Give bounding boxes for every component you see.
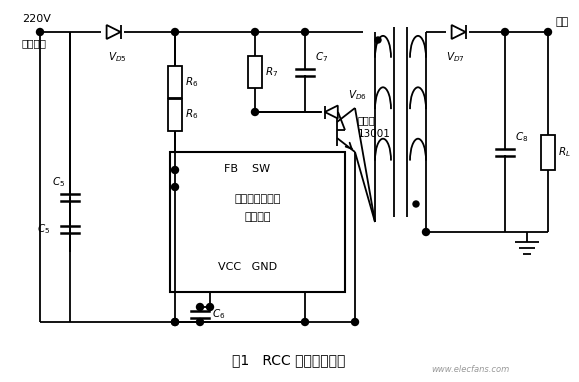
Bar	[541, 134, 555, 170]
Text: 集成电路: 集成电路	[244, 212, 271, 222]
Text: 交流输入: 交流输入	[22, 38, 47, 48]
Circle shape	[302, 29, 309, 36]
Text: $C_5$: $C_5$	[37, 223, 50, 236]
Circle shape	[171, 319, 178, 325]
Text: VCC   GND: VCC GND	[218, 262, 277, 272]
Circle shape	[196, 304, 203, 311]
Circle shape	[171, 29, 178, 36]
Text: $C_8$: $C_8$	[515, 130, 529, 144]
Text: 反激式开关电源: 反激式开关电源	[234, 194, 281, 204]
Circle shape	[351, 319, 358, 325]
Text: $V_{D5}$: $V_{D5}$	[108, 50, 126, 64]
Text: $C_5$: $C_5$	[52, 175, 65, 189]
Text: 220V: 220V	[22, 14, 51, 24]
Text: $R_L$: $R_L$	[558, 145, 571, 159]
Circle shape	[423, 228, 430, 235]
Circle shape	[36, 29, 43, 36]
Bar	[168, 66, 182, 98]
Circle shape	[196, 319, 203, 325]
Circle shape	[375, 37, 381, 43]
Circle shape	[544, 29, 552, 36]
Text: 13001: 13001	[358, 129, 391, 139]
Text: $V_{D6}$: $V_{D6}$	[348, 88, 367, 102]
Bar	[170, 152, 345, 292]
Polygon shape	[325, 105, 338, 118]
Circle shape	[251, 108, 258, 115]
Polygon shape	[107, 25, 120, 39]
Text: $R_6$: $R_6$	[185, 108, 199, 121]
Circle shape	[207, 304, 214, 311]
Text: $V_{D7}$: $V_{D7}$	[446, 50, 464, 64]
Text: FB    SW: FB SW	[225, 164, 270, 174]
Text: www.elecfans.com: www.elecfans.com	[431, 366, 509, 374]
Text: $R_6$: $R_6$	[185, 75, 199, 89]
Circle shape	[413, 201, 419, 207]
Text: $C_7$: $C_7$	[315, 50, 328, 64]
Circle shape	[171, 319, 178, 325]
Circle shape	[251, 29, 258, 36]
Circle shape	[171, 167, 178, 173]
Polygon shape	[452, 25, 466, 39]
Bar	[248, 56, 262, 88]
Text: 输出: 输出	[556, 17, 569, 27]
Text: $R_7$: $R_7$	[265, 65, 278, 79]
Circle shape	[302, 319, 309, 325]
Text: 图1   RCC 典型应用电路: 图1 RCC 典型应用电路	[232, 353, 346, 367]
Text: 功率管: 功率管	[358, 115, 376, 125]
Circle shape	[171, 183, 178, 191]
Text: $C_6$: $C_6$	[212, 308, 225, 321]
Bar	[168, 99, 182, 131]
Circle shape	[501, 29, 508, 36]
